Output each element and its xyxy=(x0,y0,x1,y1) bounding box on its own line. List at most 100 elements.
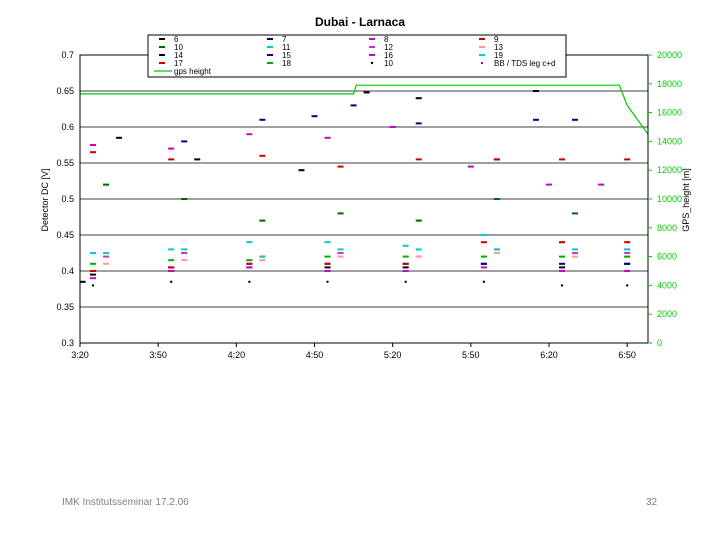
legend-label: 16 xyxy=(384,51,393,60)
data-point xyxy=(389,126,396,128)
data-point xyxy=(248,280,251,283)
legend-marker xyxy=(159,54,165,56)
series-6 xyxy=(79,90,539,283)
footer-seminar-label: IMK Institutsseminar 17.2.06 xyxy=(62,497,189,508)
legend-label: 19 xyxy=(494,51,503,60)
y-tick-label: 0.55 xyxy=(56,158,74,168)
legend-marker xyxy=(159,46,165,48)
data-point xyxy=(480,241,487,244)
legend-marker xyxy=(479,54,485,56)
data-point xyxy=(624,270,631,272)
data-point xyxy=(116,136,123,139)
y-axis-ticks: 0.3 0.35 0.4 0.45 0.5 0.55 0.6 0.65 0.7 xyxy=(56,50,74,348)
data-point xyxy=(572,255,579,258)
data-point xyxy=(402,255,409,258)
data-point xyxy=(467,165,474,168)
data-point xyxy=(90,273,97,276)
data-point xyxy=(559,241,566,244)
data-point xyxy=(90,277,97,280)
gps-height-line xyxy=(80,84,649,135)
y2-axis-label: GPS_height [m] xyxy=(681,168,691,232)
data-point xyxy=(624,255,631,258)
legend-marker xyxy=(479,38,485,40)
data-point xyxy=(559,255,566,258)
legend-marker xyxy=(369,54,375,56)
data-point xyxy=(91,284,95,287)
data-point xyxy=(246,259,253,262)
data-point xyxy=(480,262,487,265)
data-point xyxy=(324,262,331,265)
data-point xyxy=(402,266,409,269)
x-tick-label: 6:20 xyxy=(540,350,558,360)
data-point xyxy=(324,241,331,244)
data-point xyxy=(90,262,97,265)
data-point xyxy=(415,255,422,258)
data-point xyxy=(337,255,344,258)
data-point xyxy=(168,266,175,269)
data-point xyxy=(168,147,175,150)
data-point xyxy=(363,91,370,94)
data-point xyxy=(90,144,97,146)
data-point xyxy=(482,280,486,283)
data-point xyxy=(415,122,422,125)
legend: 6 7 8 9 10 11 12 13 14 15 16 19 17 18 10 BB / TDS leg c… xyxy=(147,34,567,78)
data-point xyxy=(559,158,566,161)
legend-marker xyxy=(267,54,273,56)
legend-marker xyxy=(481,62,483,64)
legend-marker xyxy=(267,62,273,64)
legend-label: 12 xyxy=(384,43,393,52)
data-point xyxy=(324,266,331,269)
data-point xyxy=(415,158,422,161)
x-tick-label: 6:50 xyxy=(618,350,636,360)
data-point xyxy=(168,259,175,262)
data-point xyxy=(326,280,329,283)
x-axis-ticks: 3:20 3:50 4:20 4:50 5:20 5:50 6:20 6:50 xyxy=(71,343,636,360)
series-19 xyxy=(103,248,631,258)
y2-axis-ticks: 0 2000 4000 6000 8000 10000 12000 14000 16000 180… xyxy=(648,50,682,348)
legend-label: 14 xyxy=(174,51,183,60)
data-point xyxy=(259,255,266,258)
data-point xyxy=(572,248,579,251)
y2-tick-label: 14000 xyxy=(657,136,682,146)
x-tick-label: 4:20 xyxy=(228,350,246,360)
data-point xyxy=(402,244,409,247)
data-point xyxy=(324,270,331,272)
y-tick-label: 0.45 xyxy=(56,230,74,240)
data-point xyxy=(624,248,631,251)
data-point xyxy=(79,280,86,283)
data-point xyxy=(350,104,357,107)
data-point xyxy=(402,270,409,272)
data-point xyxy=(103,183,110,186)
data-point xyxy=(625,284,629,287)
data-point xyxy=(298,169,305,172)
y-tick-label: 0.7 xyxy=(61,50,74,60)
data-point xyxy=(90,151,97,154)
y-tick-label: 0.5 xyxy=(61,194,74,204)
x-tick-label: 3:20 xyxy=(71,350,89,360)
legend-label: 13 xyxy=(494,43,503,52)
legend-label: 18 xyxy=(282,59,291,68)
y-tick-label: 0.3 xyxy=(61,338,74,348)
legend-label: 11 xyxy=(282,43,291,52)
legend-marker xyxy=(370,61,374,65)
data-point xyxy=(246,241,253,244)
legend-marker xyxy=(267,46,273,48)
y2-tick-label: 12000 xyxy=(657,165,682,175)
y-tick-label: 0.35 xyxy=(56,302,74,312)
legend-marker xyxy=(159,38,165,40)
legend-label: 9 xyxy=(494,35,499,44)
data-point xyxy=(337,252,344,254)
legend-label: 8 xyxy=(384,35,389,44)
data-point xyxy=(532,118,539,121)
x-tick-label: 4:50 xyxy=(306,350,324,360)
data-point xyxy=(181,140,188,143)
y2-tick-label: 16000 xyxy=(657,108,682,118)
series-10 xyxy=(91,280,629,287)
data-point xyxy=(181,248,188,251)
data-point xyxy=(415,219,422,222)
y2-tick-label: 2000 xyxy=(657,309,677,319)
data-point xyxy=(493,252,500,254)
data-point xyxy=(493,198,500,200)
legend-label: gps height xyxy=(174,67,212,76)
data-point xyxy=(559,262,566,265)
